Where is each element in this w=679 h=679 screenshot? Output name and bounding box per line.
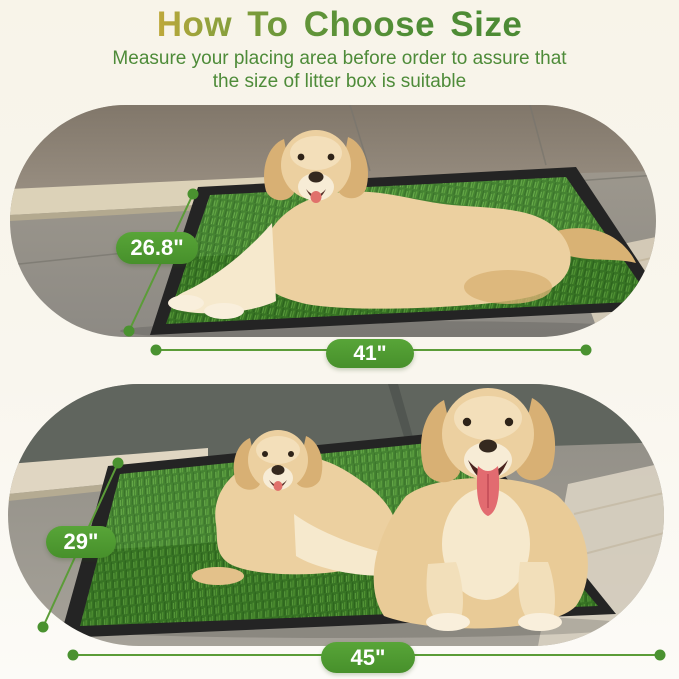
- dog-hind-paw: [192, 567, 244, 585]
- subtitle-line-2: the size of litter box is suitable: [212, 71, 467, 92]
- dog-nose: [479, 439, 497, 453]
- measure-endpoint-dot: [150, 344, 162, 356]
- dog-chest: [172, 223, 276, 314]
- depth-label-top: 26.8": [116, 232, 198, 264]
- dog-front-paw: [168, 295, 204, 311]
- dog-eye: [288, 451, 294, 457]
- dog-front-paw: [204, 303, 244, 319]
- dog-illustration-right: [373, 388, 588, 631]
- depth-label-bottom: 29": [46, 526, 116, 558]
- photo-panel-large-pad: [8, 384, 664, 646]
- dog-nose: [308, 171, 324, 183]
- dog-illustration-top: [168, 130, 636, 319]
- dog-head: [264, 130, 368, 203]
- dog-eye: [462, 417, 472, 427]
- dog-muzzle: [263, 466, 293, 490]
- dog-front-paw: [426, 613, 470, 631]
- subtitle-line-1: Measure your placing area before order t…: [112, 48, 567, 69]
- measure-endpoint-dot: [580, 344, 592, 356]
- dog-head: [420, 388, 556, 516]
- photo-panel-small-pad: [10, 105, 656, 337]
- dog-eye: [262, 451, 268, 457]
- dog-head: [233, 430, 323, 491]
- page-title: How To Choose Size: [156, 5, 523, 44]
- dog-chest: [442, 488, 530, 600]
- dog-tail: [550, 228, 636, 263]
- measure-endpoint-dot: [67, 649, 79, 661]
- dog-eye: [504, 417, 514, 427]
- dog-nose: [271, 465, 285, 475]
- subtitle: Measure your placing area before order t…: [0, 47, 679, 93]
- dog-eye: [327, 153, 335, 161]
- dog-front-leg: [426, 562, 463, 622]
- dog-hind-leg: [464, 270, 552, 304]
- dog-tongue: [273, 481, 283, 491]
- dog-ear: [420, 400, 460, 483]
- width-label-bottom: 45": [321, 642, 415, 673]
- dog-muzzle: [298, 173, 334, 201]
- dog-illustration-left: [192, 430, 424, 585]
- dog-front-paw: [518, 613, 562, 631]
- width-label-top: 41": [326, 339, 414, 368]
- dog-eye: [297, 153, 305, 161]
- dog-front-leg: [518, 562, 555, 622]
- dog-tongue: [310, 191, 322, 203]
- header: How To Choose Size Measure your placing …: [0, 0, 679, 93]
- measure-endpoint-dot: [654, 649, 666, 661]
